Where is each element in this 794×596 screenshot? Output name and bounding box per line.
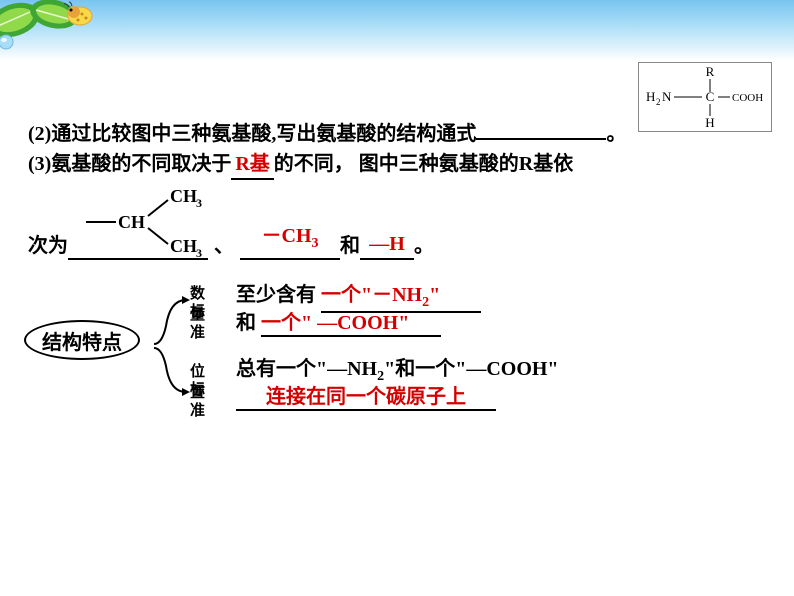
c1t1: 至少含有 <box>236 284 316 306</box>
c2a: 连接在同一个碳原子上 <box>236 380 496 411</box>
svg-text:N: N <box>662 89 672 104</box>
q2-text: (2)通过比较图中三种氨基酸,写出氨基酸的结构通式 <box>28 123 476 145</box>
sep1: 、 <box>214 232 234 260</box>
svg-text:CH: CH <box>170 186 197 206</box>
formula-r: R <box>706 64 715 79</box>
oval-text: 结构特点 <box>42 326 122 355</box>
c2tm: "和一个"—COOH" <box>384 358 558 380</box>
ans2-text: －CH <box>262 225 312 247</box>
c1a2: 一个" —COOH" <box>261 306 441 337</box>
crit2-label2: 标准 <box>190 378 205 420</box>
answers-row: 次为 CH CH 3 CH 3 、 －CH3 和 —H 。 <box>28 188 626 260</box>
svg-text:2: 2 <box>656 97 661 107</box>
svg-text:C: C <box>706 89 715 104</box>
amino-acid-formula: R H 2 N C COOH H <box>638 62 772 132</box>
main-content: (2)通过比较图中三种氨基酸,写出氨基酸的结构通式。 (3)氨基酸的不同取决于R… <box>0 0 654 442</box>
c1a1: 一个"－NH <box>321 284 422 306</box>
ans-prefix: 次为 <box>28 232 68 260</box>
crit2-line2: 连接在同一个碳原子上 <box>236 380 496 411</box>
q2-end: 。 <box>606 123 626 145</box>
svg-text:3: 3 <box>196 246 202 258</box>
crit1-label2: 标准 <box>190 300 205 342</box>
bracket-icon <box>152 286 190 406</box>
ans-ch3: －CH3 <box>240 222 340 260</box>
structure-diagram: 结构特点 数量 标准 至少含有 一个"－NH2" 和 一个" —COOH" 位置… <box>28 282 626 422</box>
c1t2: 和 <box>236 312 256 334</box>
ans-isopropyl: CH CH 3 CH 3 <box>68 188 208 260</box>
c2t: 总有一个"—NH <box>236 358 377 380</box>
ans2-sub: 3 <box>312 236 319 251</box>
svg-text:CH: CH <box>118 212 145 232</box>
svg-text:3: 3 <box>196 196 202 210</box>
question-3: (3)氨基酸的不同取决于R基的不同， 图中三种氨基酸的R基依 <box>28 150 626 180</box>
q3-prefix: (3)氨基酸的不同取决于 <box>28 153 231 175</box>
svg-text:CH: CH <box>170 236 197 256</box>
ans-end: 。 <box>414 232 434 260</box>
oval-label: 结构特点 <box>24 320 140 360</box>
c1a1e: " <box>429 284 440 306</box>
q3-mid: 的不同， 图中三种氨基酸的R基依 <box>274 153 573 175</box>
mid-and: 和 <box>340 232 360 260</box>
svg-text:COOH: COOH <box>732 92 763 104</box>
q3-answer: R基 <box>231 150 273 180</box>
crit1-line2: 和 一个" —COOH" <box>236 306 441 337</box>
svg-text:H: H <box>705 115 714 130</box>
q2-blank <box>476 120 606 140</box>
question-2: (2)通过比较图中三种氨基酸,写出氨基酸的结构通式 。 <box>28 120 626 148</box>
ans-h: —H <box>360 230 414 260</box>
